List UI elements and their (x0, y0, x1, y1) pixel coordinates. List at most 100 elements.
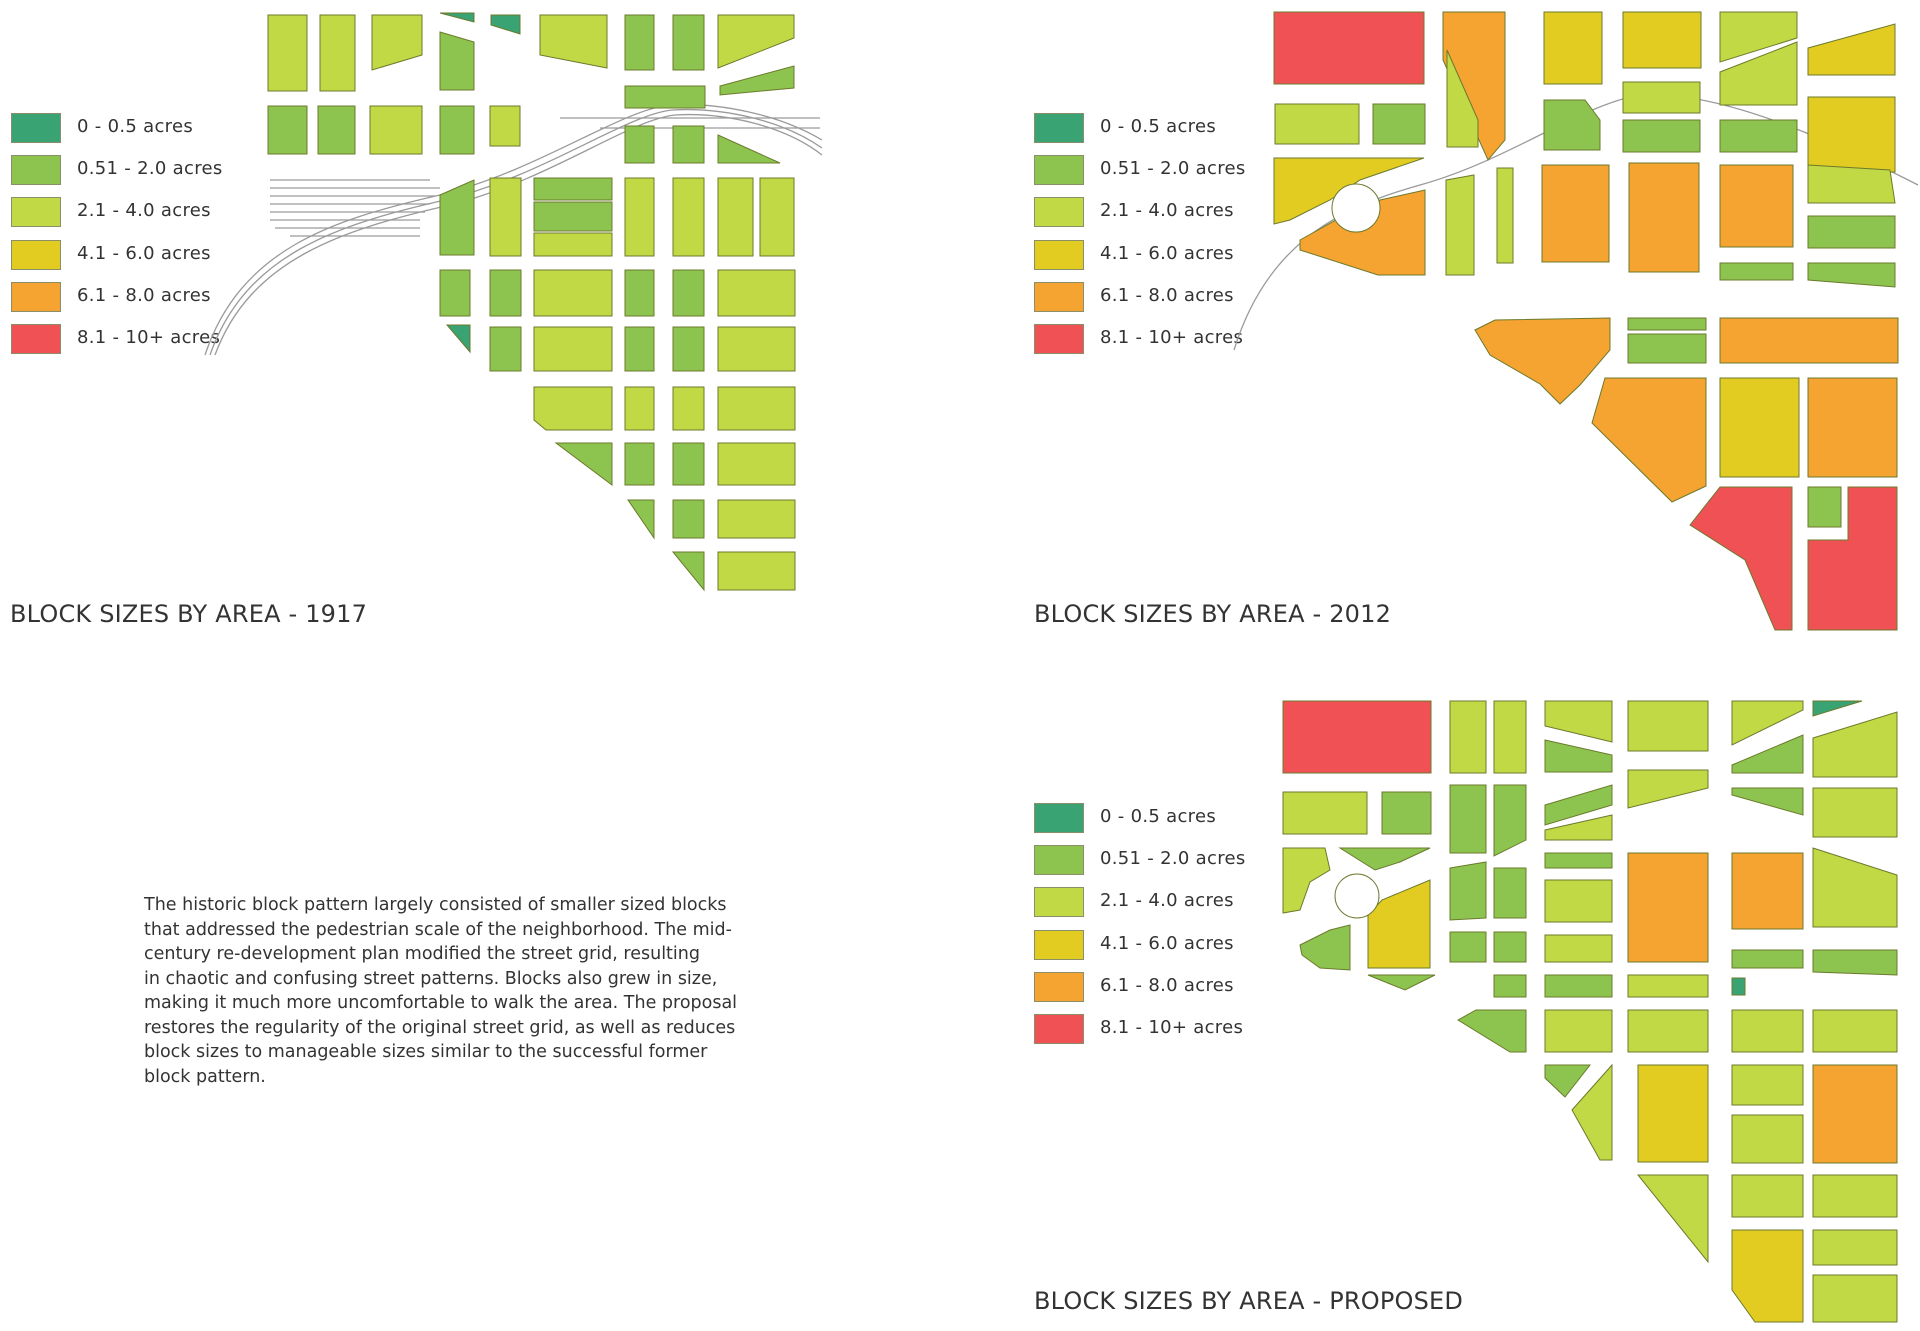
city-block (1812, 787, 1898, 838)
city-block (1449, 700, 1487, 774)
city-block (1544, 879, 1613, 923)
city-block (1367, 974, 1436, 991)
city-block (719, 65, 795, 96)
legend-label: 0.51 - 2.0 acres (1100, 848, 1246, 869)
legend-swatch (11, 240, 61, 270)
city-block (1544, 739, 1613, 773)
city-block (1812, 949, 1898, 976)
city-block (1636, 1174, 1709, 1264)
rail-yard (204, 103, 823, 356)
city-block (1628, 162, 1700, 273)
city-block (1457, 1009, 1527, 1053)
city-block (672, 177, 705, 257)
city-block (1731, 787, 1804, 816)
legend-label: 6.1 - 8.0 acres (1100, 285, 1234, 306)
city-block (439, 105, 475, 155)
legend-label: 2.1 - 4.0 acres (77, 200, 211, 221)
legend-item: 8.1 - 10+ acres (1034, 1014, 1294, 1048)
city-block (624, 269, 655, 317)
description-line: block sizes to manageable sizes similar … (144, 1042, 708, 1062)
legend-label: 0 - 0.5 acres (1100, 806, 1217, 827)
city-block (1627, 1009, 1709, 1053)
city-block (717, 386, 796, 431)
description-line: making it much more uncomfortable to wal… (144, 993, 738, 1013)
city-block (1474, 317, 1611, 405)
legend-item: 0.51 - 2.0 acres (1034, 155, 1294, 189)
city-block (1544, 700, 1613, 743)
legend-swatch (1034, 282, 1084, 312)
city-block (1338, 847, 1431, 871)
city-block (1282, 847, 1331, 914)
legend-swatch (11, 282, 61, 312)
legend-swatch (1034, 845, 1084, 875)
city-block (624, 85, 706, 109)
city-block (267, 14, 308, 92)
block-map-1917 (204, 12, 823, 592)
city-block (490, 14, 521, 35)
city-block (1367, 879, 1431, 969)
legend-item: 4.1 - 6.0 acres (1034, 930, 1294, 964)
legend-item: 2.1 - 4.0 acres (1034, 887, 1294, 921)
city-block (672, 499, 705, 539)
city-block (1372, 103, 1426, 145)
legend-swatch (1034, 930, 1084, 960)
legend-item: 6.1 - 8.0 acres (1034, 972, 1294, 1006)
city-block (1493, 867, 1527, 919)
legend-label: 8.1 - 10+ acres (1100, 1017, 1244, 1038)
city-block (1731, 1229, 1804, 1323)
city-block (1812, 1064, 1898, 1164)
legend-label: 2.1 - 4.0 acres (1100, 200, 1234, 221)
city-block (717, 269, 796, 317)
description: The historic block pattern largely consi… (144, 893, 738, 1089)
city-block (1807, 215, 1896, 249)
legend-item: 0 - 0.5 acres (1034, 803, 1294, 837)
legend-label: 8.1 - 10+ acres (77, 327, 221, 348)
city-block (1544, 934, 1613, 963)
city-block (1449, 931, 1487, 963)
legend-swatch (1034, 197, 1084, 227)
legend-swatch (11, 197, 61, 227)
legend-item: 0.51 - 2.0 acres (1034, 845, 1294, 879)
description-line: The historic block pattern largely consi… (144, 895, 727, 915)
city-block (672, 326, 705, 372)
city-block (1493, 931, 1527, 963)
city-block (1627, 852, 1709, 963)
city-block (1719, 317, 1899, 364)
legend-swatch (11, 155, 61, 185)
city-block (1719, 11, 1798, 63)
legend-swatch (1034, 972, 1084, 1002)
city-block (1381, 791, 1432, 835)
legend-label: 0.51 - 2.0 acres (77, 158, 223, 179)
legend-item: 0 - 0.5 acres (11, 113, 271, 147)
city-block (1719, 41, 1798, 106)
city-block (717, 14, 795, 69)
city-block (1543, 99, 1601, 151)
roundabout (1331, 183, 1381, 233)
city-block (1627, 333, 1707, 364)
city-block (627, 499, 655, 540)
city-block (1274, 103, 1360, 145)
city-block (1812, 711, 1898, 778)
legend-label: 4.1 - 6.0 acres (1100, 933, 1234, 954)
city-block (717, 134, 781, 164)
block-map-2012 (1233, 11, 1919, 631)
city-block (1493, 700, 1527, 774)
city-block (1299, 924, 1351, 971)
legend-item: 0 - 0.5 acres (1034, 113, 1294, 147)
city-block (1273, 11, 1425, 85)
city-block (624, 386, 655, 431)
city-block (717, 326, 796, 372)
city-block (1282, 791, 1368, 835)
city-block (1731, 1009, 1804, 1053)
city-block (1544, 1009, 1613, 1053)
city-block (317, 105, 356, 155)
legend-label: 2.1 - 4.0 acres (1100, 890, 1234, 911)
city-block (1449, 784, 1487, 854)
description-line: in chaotic and confusing street patterns… (144, 968, 718, 989)
city-block (1544, 974, 1613, 998)
city-block (371, 14, 423, 71)
city-block (489, 269, 522, 317)
city-block (1731, 949, 1804, 969)
city-block (533, 269, 613, 317)
legend-label: 4.1 - 6.0 acres (77, 243, 211, 264)
